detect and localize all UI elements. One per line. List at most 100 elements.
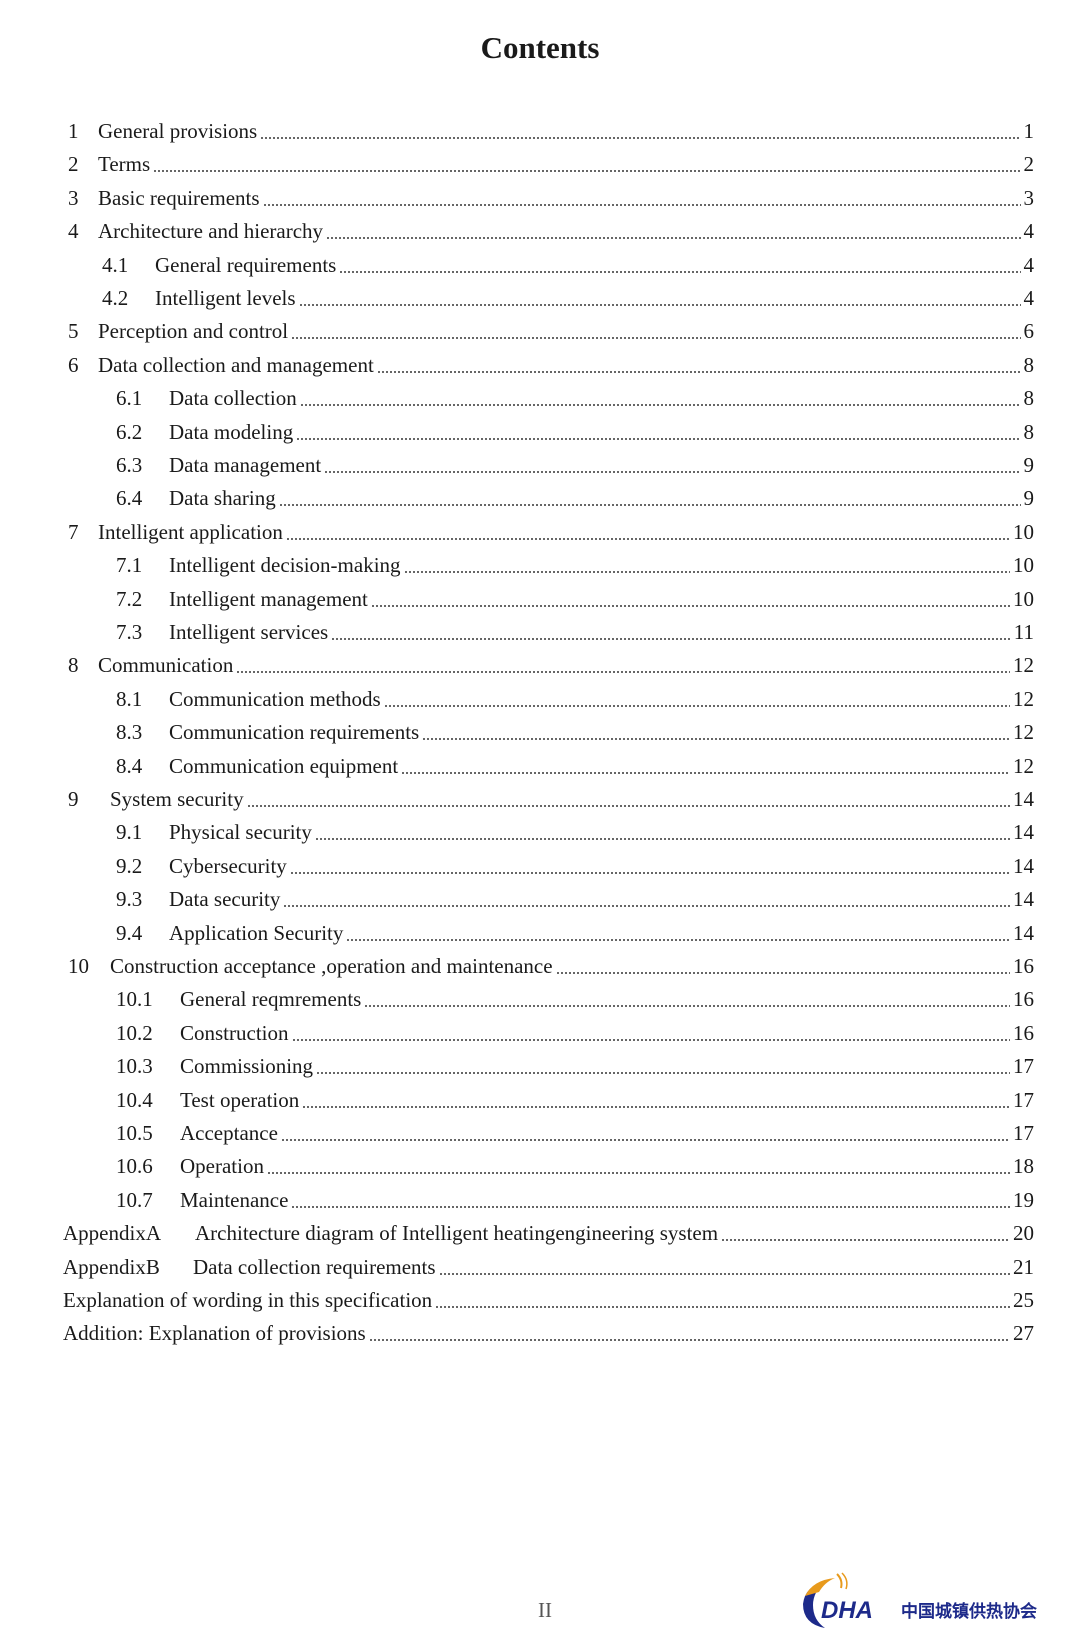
toc-entry-title: Application Security <box>169 920 344 945</box>
toc-entry-number: 4.2 <box>102 286 129 310</box>
toc-entry-number: 7 <box>68 519 79 544</box>
toc-entry-page: 1 <box>1023 119 1035 143</box>
toc-entry-number: 6.3 <box>116 453 143 477</box>
page-number: II <box>538 1598 552 1622</box>
toc-entry[interactable]: 7 Intelligent application 10 <box>0 517 1080 547</box>
toc-entry-title: Data collection <box>169 386 297 411</box>
toc-entry[interactable]: AppendixB Data collection requirements 21 <box>0 1252 1080 1282</box>
dot-leader <box>302 1105 1010 1108</box>
toc-entry-title: Intelligent management <box>169 586 368 611</box>
toc-entry[interactable]: 10.3 Commissioning 17 <box>0 1051 1080 1081</box>
toc-entry-page: 11 <box>1013 620 1034 644</box>
dot-leader <box>438 1272 1010 1275</box>
toc-entry[interactable]: 7.2 Intelligent management 10 <box>0 584 1080 614</box>
toc-entry-title: Commissioning <box>180 1054 314 1079</box>
toc-entry-title: Terms <box>98 152 151 177</box>
toc-entry-page: 17 <box>1013 1121 1034 1145</box>
toc-entry[interactable]: 10.6 Operation 18 <box>0 1151 1080 1181</box>
toc-entry[interactable]: 8 Communication 12 <box>0 650 1080 680</box>
toc-entry-page: 8 <box>1023 419 1035 444</box>
toc-entry[interactable]: 4 Architecture and hierarchy 4 <box>0 216 1080 246</box>
toc-entry-title: Test operation <box>180 1087 300 1112</box>
toc-entry-title: Construction acceptance ,operation and m… <box>110 954 553 978</box>
dot-leader <box>331 638 1011 640</box>
toc-entry[interactable]: 7.3 Intelligent services 11 <box>0 617 1080 647</box>
toc-entry[interactable]: 4.2 Intelligent levels 4 <box>0 283 1080 313</box>
toc-entry[interactable]: Explanation of wording in this specifica… <box>0 1285 1080 1315</box>
toc-entry-number: 6.4 <box>116 486 143 511</box>
toc-entry[interactable]: 1 General provisions 1 <box>0 116 1080 146</box>
toc-entry[interactable]: 10.2 Construction 16 <box>0 1018 1080 1048</box>
toc-entry[interactable]: 4.1 General requirements 4 <box>0 250 1080 280</box>
toc-entry[interactable]: 6.3 Data management 9 <box>0 450 1080 480</box>
toc-entry[interactable]: 8.4 Communication equipment 12 <box>0 751 1080 781</box>
toc-entry-number: 9.3 <box>116 887 143 912</box>
toc-entry-number: 5 <box>68 319 79 344</box>
toc-entry[interactable]: 5 Perception and control 6 <box>0 316 1080 346</box>
dot-leader <box>291 337 1021 340</box>
toc-entry-title: Acceptance <box>180 1121 278 1145</box>
toc-entry-title: Intelligent decision-making <box>169 553 401 578</box>
toc-entry-title: Cybersecurity <box>169 853 287 878</box>
toc-entry-number: AppendixA <box>63 1221 161 1246</box>
toc-entry-page: 4 <box>1023 219 1035 244</box>
dot-leader <box>346 938 1010 941</box>
toc-entry-number: 10.2 <box>116 1020 153 1045</box>
dot-leader <box>262 203 1021 206</box>
toc-entry[interactable]: 9 System security 14 <box>0 784 1080 814</box>
toc-entry[interactable]: 10.1 General reqmrements 16 <box>0 984 1080 1014</box>
dot-leader <box>285 537 1010 540</box>
toc-entry-page: 16 <box>1013 1020 1034 1045</box>
toc-entry-page: 25 <box>1013 1288 1034 1312</box>
toc-entry[interactable]: Addition: Explanation of provisions 27 <box>0 1318 1080 1348</box>
toc-entry[interactable]: 10.4 Test operation 17 <box>0 1085 1080 1115</box>
toc-entry[interactable]: 8.1 Communication methods 12 <box>0 684 1080 714</box>
toc-entry-title: General provisions <box>98 119 258 143</box>
dot-leader <box>435 1306 1010 1308</box>
toc-entry-page: 12 <box>1013 753 1034 778</box>
toc-entry[interactable]: 2 Terms 2 <box>0 149 1080 179</box>
dot-leader <box>283 905 1010 908</box>
toc-entry[interactable]: 10.5 Acceptance 17 <box>0 1118 1080 1148</box>
toc-entry[interactable]: 6.1 Data collection 8 <box>0 383 1080 413</box>
toc-entry-number: 10 <box>68 954 89 978</box>
toc-entry[interactable]: 10 Construction acceptance ,operation and… <box>0 951 1080 981</box>
toc-entry[interactable]: 6.4 Data sharing 9 <box>0 483 1080 513</box>
toc-entry-page: 10 <box>1013 553 1034 578</box>
dot-leader <box>326 237 1021 240</box>
dot-leader <box>260 137 1021 139</box>
toc-entry-number: 1 <box>68 119 79 143</box>
toc-entry[interactable]: 9.3 Data security 14 <box>0 884 1080 914</box>
toc-entry-page: 14 <box>1013 887 1034 912</box>
toc-entry[interactable]: AppendixA Architecture diagram of Intelli… <box>0 1218 1080 1248</box>
toc-entry-title: Data sharing <box>169 486 276 511</box>
dot-leader <box>422 738 1010 741</box>
toc-entry-number: 7.2 <box>116 586 143 611</box>
toc-entry-number: 9.2 <box>116 853 143 878</box>
dot-leader <box>266 1172 1010 1175</box>
toc-entry[interactable]: 9.1 Physical security 14 <box>0 817 1080 847</box>
dot-leader <box>721 1239 1010 1242</box>
toc-entry-page: 9 <box>1023 453 1035 477</box>
toc-entry[interactable]: 3 Basic requirements 3 <box>0 183 1080 213</box>
toc-entry[interactable]: 6 Data collection and management 8 <box>0 350 1080 380</box>
dot-leader <box>403 571 1010 574</box>
toc-entry-page: 18 <box>1013 1154 1034 1179</box>
dot-leader <box>324 471 1021 473</box>
toc-entry-title: Intelligent services <box>169 620 329 644</box>
toc-entry[interactable]: 9.2 Cybersecurity 14 <box>0 851 1080 881</box>
toc-entry-number: 6.1 <box>116 386 143 411</box>
toc-entry[interactable]: 8.3 Communication requirements 12 <box>0 717 1080 747</box>
toc-entry-page: 12 <box>1013 686 1034 711</box>
dot-leader <box>291 1205 1010 1208</box>
toc-entry-number: 7.1 <box>116 553 143 578</box>
toc-entry[interactable]: 10.7 Maintenance 19 <box>0 1185 1080 1215</box>
toc-entry-number: 3 <box>68 185 79 210</box>
toc-entry[interactable]: 6.2 Data modeling 8 <box>0 417 1080 447</box>
dot-leader <box>555 972 1010 974</box>
toc-entry[interactable]: 9.4 Application Security 14 <box>0 918 1080 948</box>
toc-entry-page: 10 <box>1013 519 1034 544</box>
toc-entry-page: 14 <box>1013 853 1034 878</box>
toc-entry-number: 6 <box>68 352 79 377</box>
toc-entry[interactable]: 7.1 Intelligent decision-making 10 <box>0 550 1080 580</box>
